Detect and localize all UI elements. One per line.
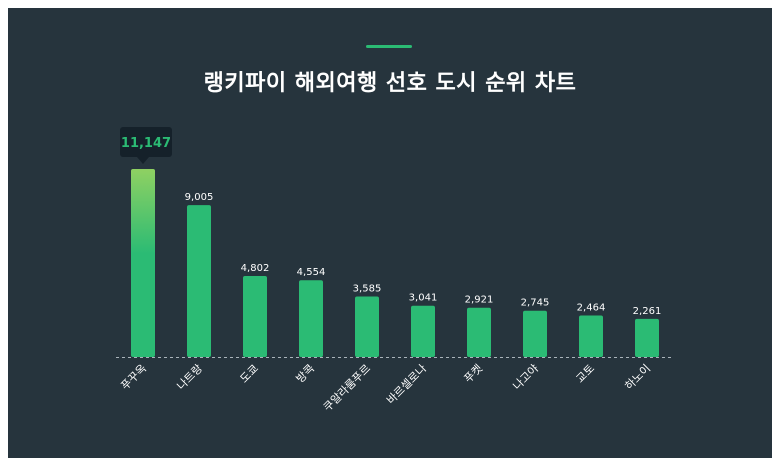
data-label: 2,261 xyxy=(633,306,662,317)
tooltip-pointer xyxy=(137,157,149,164)
data-label: 4,802 xyxy=(241,263,270,274)
x-tick-label: 쿠알라룸푸르 xyxy=(320,361,373,414)
x-tick-label: 바르셀로나 xyxy=(384,362,429,407)
tooltip-box xyxy=(120,127,172,157)
x-tick-label: 도쿄 xyxy=(238,362,262,386)
bar xyxy=(243,276,267,357)
bar xyxy=(187,205,211,357)
bar xyxy=(579,315,603,357)
bar xyxy=(411,305,435,357)
bar xyxy=(635,318,659,357)
x-tick-label: 나트랑 xyxy=(174,362,205,393)
data-label: 2,464 xyxy=(577,302,606,313)
chart-title: 랭키파이 해외여행 선호 도시 순위 차트 xyxy=(203,71,577,96)
x-tick-label: 푸켓 xyxy=(462,362,486,386)
data-label: 3,041 xyxy=(409,293,438,304)
bar xyxy=(299,280,323,357)
data-label: 9,005 xyxy=(185,192,214,203)
bar xyxy=(355,296,379,357)
bar-chart: 9,005 4,802 4,554 3,585 3,041 2,921 2,745 2,464… xyxy=(116,127,674,414)
data-label: 2,921 xyxy=(465,295,494,306)
tooltip-value: 11,147 xyxy=(121,136,171,151)
x-tick-label: 방콕 xyxy=(294,362,318,386)
chart-panel: 랭키파이 해외여행 선호 도시 순위 차트 9,005 4,802 4,554 3,5… xyxy=(8,8,772,458)
bar xyxy=(523,310,547,357)
x-tick-label: 나고야 xyxy=(510,362,541,393)
x-tick-label: 푸꾸옥 xyxy=(118,362,149,393)
data-label: 2,745 xyxy=(521,298,550,309)
title-accent-line xyxy=(366,45,412,48)
data-label: 3,585 xyxy=(353,284,382,295)
data-label: 4,554 xyxy=(297,267,326,278)
bar xyxy=(131,169,155,357)
bar xyxy=(467,307,491,357)
x-tick-label: 교토 xyxy=(574,362,598,386)
x-tick-label: 하노이 xyxy=(622,361,653,392)
